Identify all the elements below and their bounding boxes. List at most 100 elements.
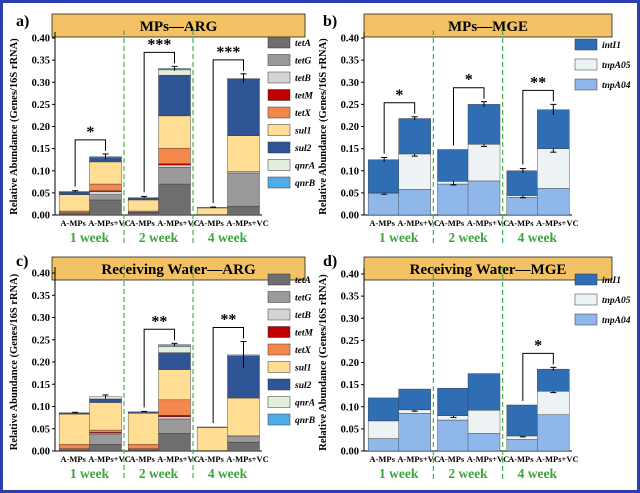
panel-label: c) [16, 253, 28, 270]
y-axis-label: Relative Abundance (Genes/16S rRNA) [9, 38, 20, 215]
category-label: A-MPs [508, 218, 534, 228]
bar-segment-tnpA04 [437, 419, 470, 452]
significance-bracket [522, 89, 554, 165]
bar-segment-sul2 [227, 78, 260, 136]
y-tick-label: 0.30 [32, 78, 50, 89]
bar-segment-qnrA [158, 346, 191, 353]
bar-segment-sul1 [58, 194, 92, 212]
significance-bracket [143, 328, 175, 408]
bar-segment-tnpA04 [506, 197, 540, 216]
bar-segment-intI1 [398, 388, 431, 411]
significance-bracket [212, 59, 244, 204]
bar-segment-sul1 [227, 135, 260, 172]
y-tick-label: 0.25 [341, 336, 359, 347]
bar-segment-intI1 [367, 397, 401, 422]
legend-swatch-sul1 [267, 361, 291, 373]
legend-label: tnpA05 [602, 296, 631, 306]
y-tick-label: 0.10 [32, 166, 50, 177]
y-tick-label: 0.40 [341, 34, 359, 45]
bar-segment-tnpA04 [367, 193, 401, 216]
bar-segment-tetX [158, 147, 191, 164]
category-label: A-MPs+VC [157, 454, 200, 464]
week-label: 1 week [70, 230, 110, 245]
panel-title: MPs—MGE [448, 19, 528, 35]
bar-segment-intI1 [437, 149, 470, 182]
legend-label: tnpA04 [602, 316, 631, 326]
bar-segment-tnpA05 [398, 153, 431, 190]
legend-label: tetA [295, 276, 311, 286]
y-axis-label: Relative Abundance (Genes/16S rRNA) [9, 273, 20, 450]
bar-segment-sul1 [158, 115, 191, 149]
bar-segment-tetG [89, 194, 122, 201]
bar-segment-sul2 [89, 398, 122, 403]
y-tick-label: 0.30 [32, 313, 50, 324]
y-tick-label: 0.20 [32, 358, 50, 369]
y-tick-label: 0.05 [341, 188, 359, 199]
legend-label: tnpA04 [602, 81, 631, 91]
legend-swatch-tetM [267, 326, 291, 338]
bar-segment-sul1 [127, 412, 161, 445]
bar-segment-sul1 [227, 397, 260, 437]
category-label: A-MPs+VC [157, 218, 200, 228]
y-tick-label: 0.25 [341, 100, 359, 111]
category-label: A-MPs+VC [226, 454, 269, 464]
bar-segment-tetB [227, 170, 260, 174]
bar-segment-intI1 [506, 170, 540, 196]
category-label: A-MPs+VC [467, 454, 510, 464]
y-axis-label: Relative Abundance (Genes/16S rRNA) [318, 38, 329, 215]
bar-segment-sul2 [127, 197, 161, 201]
bar-segment-sul1 [158, 369, 191, 401]
bar-segment-tetX [58, 444, 92, 449]
panel-label: d) [323, 253, 337, 270]
legend-label: sul1 [294, 364, 311, 374]
legend-label: tetB [295, 311, 311, 321]
legend-swatch-tetX [267, 106, 291, 119]
bar-segment-sul1 [196, 427, 230, 451]
bar-segment-intI1 [437, 387, 470, 416]
bar-segment-intI1 [467, 373, 501, 411]
bar-segment-intI1 [506, 404, 540, 437]
category-label: A-MPs [439, 454, 465, 464]
panel-title-box [51, 256, 306, 281]
panel-title: MPs—ARG [140, 19, 218, 35]
y-tick-label: 0.10 [341, 166, 359, 177]
bar-segment-tetM [158, 415, 191, 417]
panel-title: Receiving Water—MGE [410, 262, 567, 278]
legend-label: intI1 [602, 41, 621, 51]
y-axis-label: Relative Abundance (Genes/16S rRNA) [318, 274, 329, 451]
category-label: A-MPs [198, 218, 224, 228]
y-tick-label: 0.25 [32, 335, 50, 346]
legend-swatch-qnrA [267, 159, 291, 171]
bar-segment-tetA [158, 433, 191, 452]
y-tick-label: 0.40 [341, 270, 359, 281]
bar-segment-intI1 [537, 368, 570, 392]
y-tick-label: 0.35 [32, 56, 50, 67]
bar-segment-tetA [89, 444, 122, 452]
legend-label: qnrA [295, 399, 315, 409]
y-tick-label: 0.15 [341, 144, 359, 155]
bar-segment-tetG [158, 418, 191, 434]
bar-segment-intI1 [537, 109, 570, 149]
legend-label: tetG [295, 294, 311, 304]
significance-label: * [86, 124, 94, 141]
bar-segment-tnpA05 [367, 420, 401, 439]
y-tick-label: 0.15 [32, 380, 50, 391]
panel-title-box [51, 13, 306, 38]
y-tick-label: 0.35 [32, 291, 50, 302]
bar-segment-tetG [158, 167, 191, 185]
y-tick-label: 0.35 [341, 292, 359, 303]
legend-label: tetB [295, 74, 311, 84]
y-tick-label: 0.00 [341, 211, 359, 222]
legend-label: tetX [295, 346, 311, 356]
y-tick-label: 0.00 [32, 447, 50, 458]
bar-segment-tnpA04 [537, 414, 570, 452]
bar-segment-tetB [89, 433, 122, 435]
panel-title: Receiving Water—ARG [101, 262, 256, 278]
legend-label: qnrB [295, 179, 315, 189]
y-tick-label: 0.20 [32, 122, 50, 133]
category-label: A-MPs [369, 218, 395, 228]
legend-swatch-tetA [267, 36, 291, 49]
bar-segment-sul1 [58, 413, 92, 445]
bar-segment-tetX [89, 429, 122, 433]
legend-swatch-sul1 [267, 124, 291, 136]
